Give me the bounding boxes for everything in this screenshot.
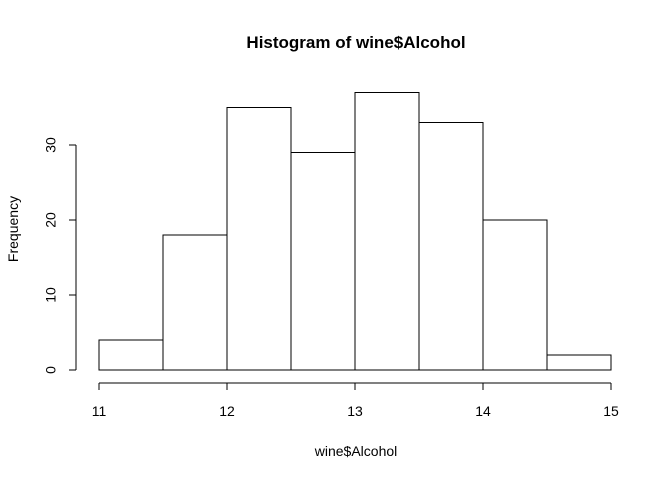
histogram-bar-0 [98, 339, 164, 371]
x-tick-label-2: 13 [347, 403, 363, 419]
bars-group [98, 92, 612, 371]
histogram-bar-5 [418, 122, 484, 371]
histogram-bar-3 [290, 152, 356, 371]
x-tick-label-1: 12 [219, 403, 235, 419]
histogram-bar-6 [482, 219, 548, 371]
x-tick-label-4: 15 [603, 403, 619, 419]
histogram-bar-2 [226, 107, 292, 371]
y-tick-label-3: 30 [43, 137, 59, 153]
histogram-bar-7 [546, 354, 612, 371]
x-tick-label-3: 14 [475, 403, 491, 419]
y-tick-label-0: 0 [43, 366, 59, 374]
y-tick-label-2: 20 [43, 212, 59, 228]
y-axis-label: Frequency [5, 196, 21, 262]
y-axis: 0 10 20 30 [43, 137, 77, 374]
chart-title: Histogram of wine$Alcohol [246, 33, 465, 52]
histogram-bar-1 [162, 234, 228, 371]
x-axis: 11 12 13 14 15 [92, 382, 619, 419]
histogram-bar-4 [354, 92, 420, 371]
x-tick-label-0: 11 [92, 403, 107, 419]
x-axis-label: wine$Alcohol [314, 443, 398, 459]
y-tick-label-1: 10 [43, 287, 59, 303]
